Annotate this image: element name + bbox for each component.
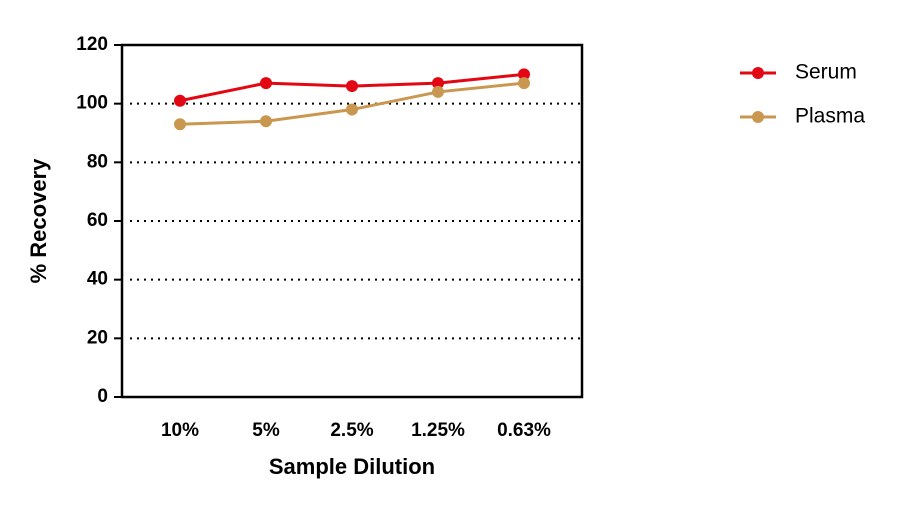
plot-frame bbox=[120, 43, 584, 399]
x-axis-title: Sample Dilution bbox=[269, 454, 435, 479]
legend-marker bbox=[752, 67, 764, 79]
y-axis-title: % Recovery bbox=[26, 158, 51, 284]
data-point bbox=[260, 77, 272, 90]
y-tick-label: 20 bbox=[87, 327, 108, 348]
data-point bbox=[518, 68, 530, 81]
y-tick-label: 100 bbox=[76, 93, 108, 114]
y-tick-label: 0 bbox=[97, 386, 108, 407]
y-tick-label: 120 bbox=[76, 34, 108, 55]
data-point bbox=[260, 115, 272, 128]
y-tick-label: 40 bbox=[87, 269, 108, 290]
data-point bbox=[346, 103, 358, 116]
data-point bbox=[174, 118, 186, 131]
data-point bbox=[174, 94, 186, 107]
x-tick-label: 2.5% bbox=[330, 420, 373, 441]
x-tick-label: 0.63% bbox=[497, 420, 551, 441]
x-tick-label: 10% bbox=[161, 420, 199, 441]
x-tick-label: 5% bbox=[252, 420, 280, 441]
y-tick-label: 80 bbox=[87, 151, 108, 172]
legend-marker bbox=[752, 111, 764, 123]
x-tick-label: 1.25% bbox=[411, 420, 465, 441]
data-point bbox=[518, 77, 530, 90]
data-point bbox=[432, 85, 444, 98]
data-point bbox=[346, 80, 358, 93]
legend-label: Serum bbox=[795, 61, 857, 84]
y-tick-label: 60 bbox=[87, 210, 108, 231]
legend-label: Plasma bbox=[795, 105, 865, 128]
data-point bbox=[432, 77, 444, 90]
